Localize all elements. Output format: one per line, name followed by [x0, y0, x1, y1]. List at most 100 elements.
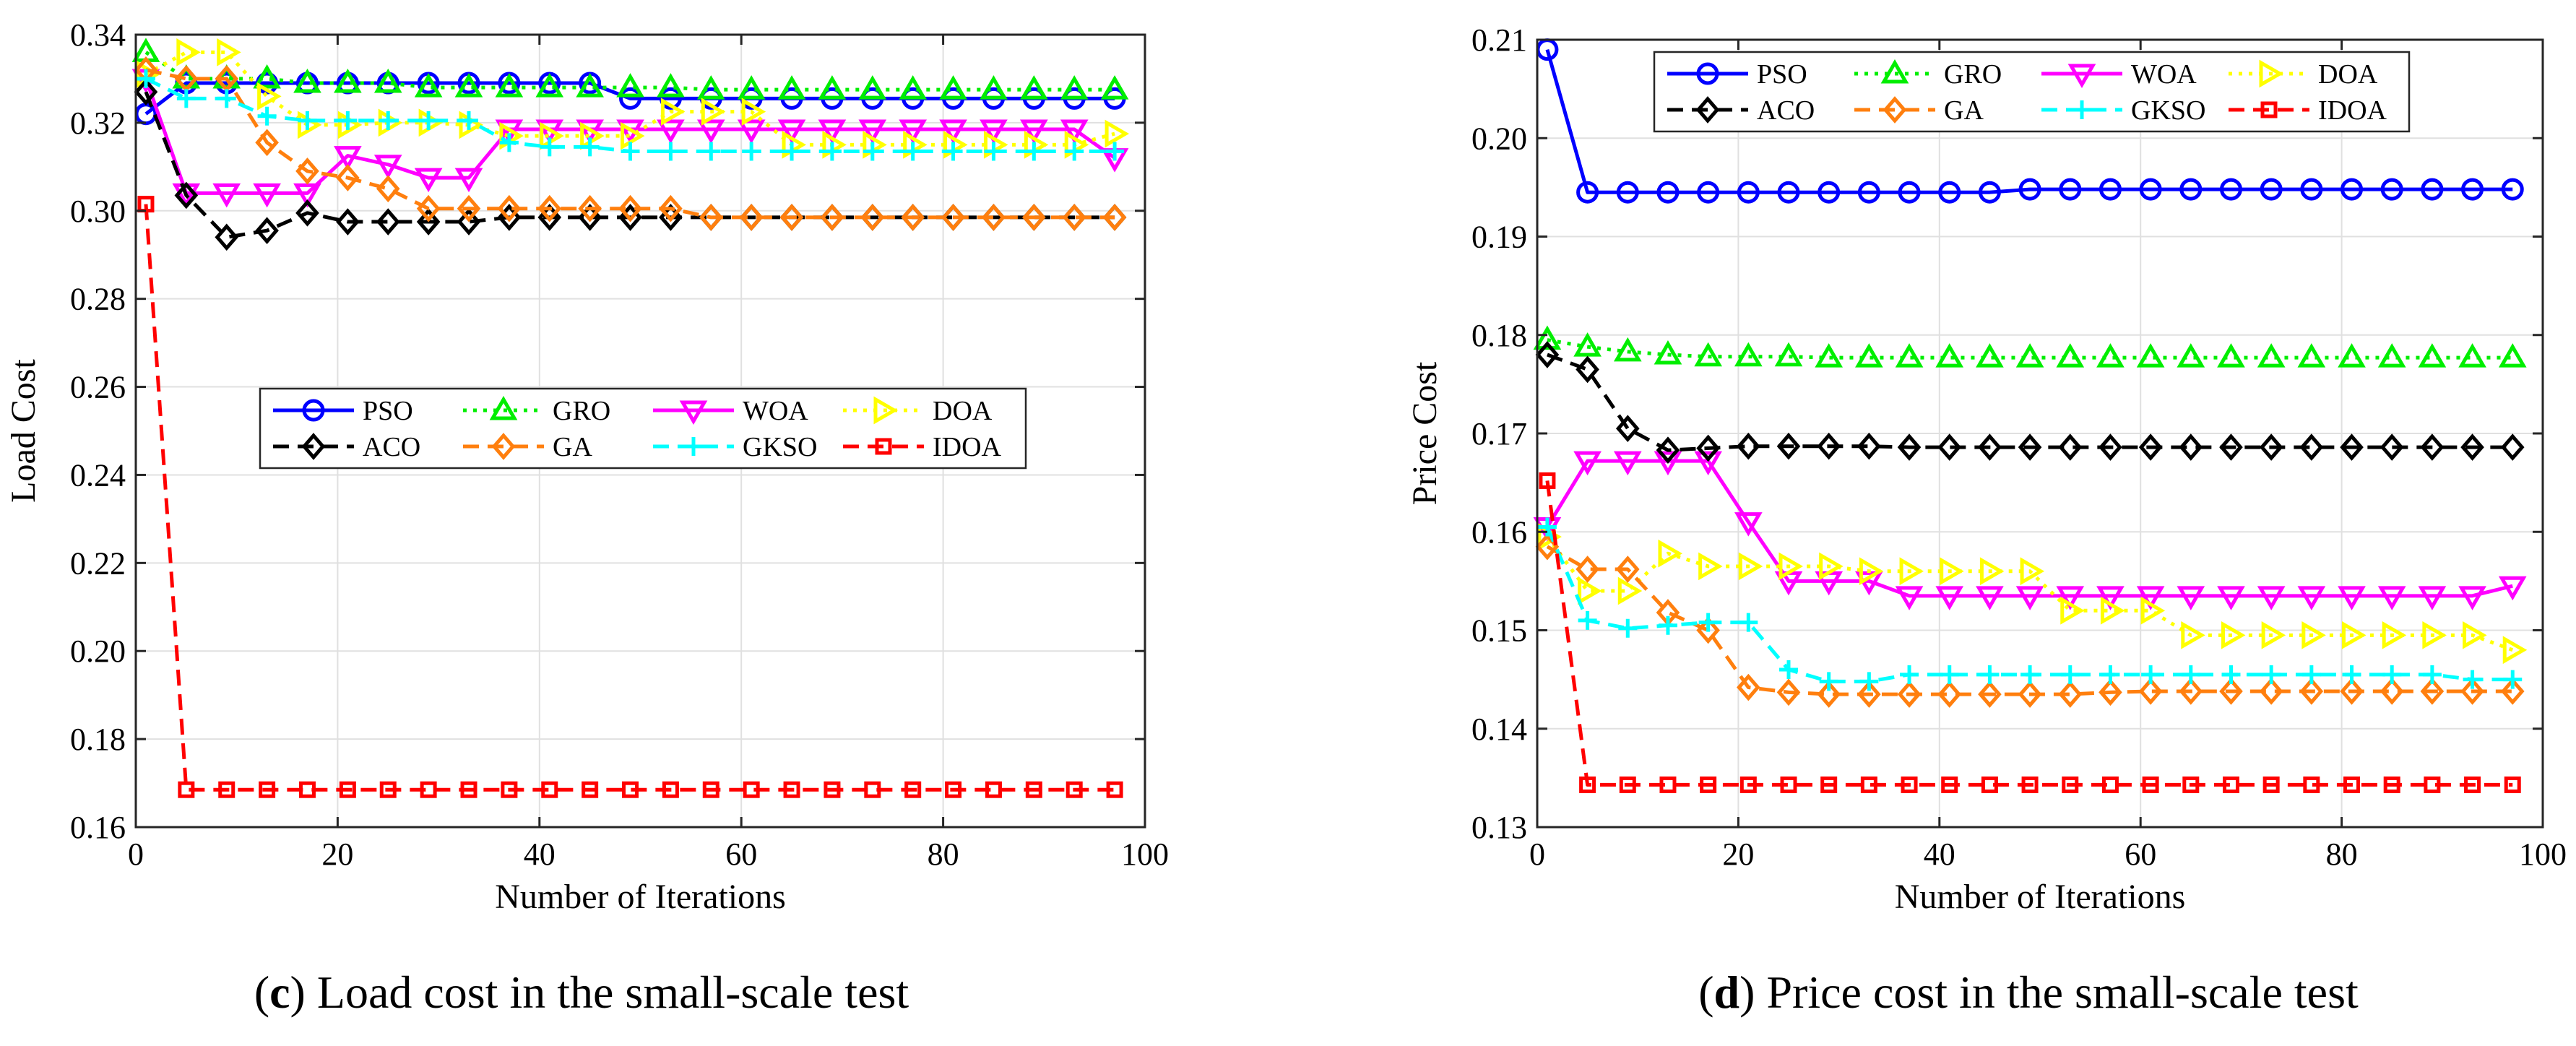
- data-point-idoa: [2262, 776, 2280, 793]
- data-point-idoa: [1981, 776, 1998, 793]
- data-point-ga: [2460, 678, 2484, 705]
- data-point-gro: [858, 75, 887, 100]
- data-point-woa: [2136, 586, 2165, 610]
- legend-entry-gro: GRO: [463, 395, 610, 426]
- data-point-gro: [1613, 337, 1642, 362]
- data-point-aco: [174, 181, 199, 209]
- data-point-gro: [939, 75, 967, 100]
- legend-label: GKSO: [743, 432, 817, 462]
- data-point-pso: [2018, 178, 2041, 201]
- data-point-doa: [2422, 621, 2447, 649]
- y-tick-label: 0.16: [1471, 514, 1527, 550]
- data-point-woa: [1935, 586, 1964, 610]
- y-tick-label: 0.21: [1471, 22, 1527, 58]
- data-point-gro: [1100, 75, 1129, 100]
- data-point-ga: [2500, 678, 2525, 705]
- data-point-doa: [1698, 552, 1723, 581]
- legend-label: PSO: [363, 396, 413, 426]
- data-point-ga: [1696, 616, 1720, 644]
- data-point-gro: [616, 73, 644, 98]
- data-point-gro: [1060, 75, 1089, 100]
- data-point-ga: [416, 194, 441, 222]
- data-point-gkso: [2301, 665, 2321, 684]
- series-group: [1533, 38, 2528, 793]
- data-point-idoa: [259, 781, 276, 798]
- data-point-doa: [1778, 552, 1804, 581]
- data-point-woa: [1734, 512, 1763, 537]
- data-point-gkso: [1698, 613, 1718, 632]
- data-point-doa: [2020, 557, 2045, 586]
- data-point-woa: [2096, 586, 2125, 610]
- data-point-idoa: [662, 781, 679, 798]
- y-tick-label: 0.20: [1471, 121, 1527, 156]
- data-point-woa: [939, 119, 967, 144]
- legend-label: DOA: [2318, 59, 2378, 90]
- data-point-gro: [293, 69, 321, 93]
- data-point-gkso: [1024, 142, 1044, 161]
- data-point-aco: [2259, 433, 2283, 461]
- series-line-idoa: [144, 204, 1115, 792]
- legend-label: WOA: [2131, 59, 2197, 90]
- data-point-gro: [1734, 342, 1763, 367]
- legend-marker: [1880, 59, 1909, 84]
- legend-marker: [1695, 96, 1720, 124]
- data-point-pso: [2260, 178, 2283, 201]
- data-point-idoa: [339, 781, 356, 798]
- data-point-doa: [2140, 596, 2166, 625]
- data-point-aco: [255, 217, 279, 245]
- data-point-gkso: [2422, 665, 2442, 684]
- data-point-gro: [495, 73, 524, 98]
- data-point-idoa: [2383, 776, 2400, 793]
- data-point-ga: [2138, 678, 2163, 705]
- chart-price-cost: 0 20 40 60 80 100 0.13 0.14 0.15 0.16 0.17 0.18 0.19…: [1406, 22, 2567, 916]
- data-point-gro: [253, 64, 281, 89]
- data-point-pso: [1857, 181, 1880, 204]
- data-point-idoa: [1025, 781, 1042, 798]
- data-point-gkso: [176, 89, 196, 108]
- series-gro: [1533, 325, 2527, 368]
- data-point-gro: [2056, 343, 2085, 368]
- data-point-aco: [1696, 434, 1720, 462]
- legend-box: [259, 387, 1027, 470]
- legend-entry-woa: WOA: [653, 396, 808, 426]
- caption-paren-close: ): [290, 967, 306, 1018]
- y-tick-label: 0.20: [70, 634, 126, 669]
- data-point-doa: [1738, 552, 1763, 581]
- data-point-idoa: [783, 781, 800, 798]
- legend-entry-aco: ACO: [273, 432, 420, 462]
- data-point-ga: [779, 204, 804, 231]
- data-point-gro: [2257, 343, 2286, 368]
- legend-box: [1653, 51, 2411, 133]
- data-point-pso: [2341, 178, 2364, 201]
- data-point-doa: [1899, 557, 1924, 586]
- data-point-pso: [1576, 181, 1599, 204]
- caption-text: Price cost in the small-scale test: [1755, 967, 2359, 1018]
- data-point-idoa: [2222, 776, 2239, 793]
- data-point-gro: [334, 69, 362, 93]
- y-tick-label: 0.30: [70, 194, 126, 229]
- data-point-aco: [1978, 433, 2002, 461]
- data-point-gkso: [298, 111, 317, 130]
- series-idoa: [1539, 472, 2521, 793]
- legend-label: IDOA: [2318, 95, 2387, 126]
- data-point-idoa: [1941, 776, 1958, 793]
- series-group: [131, 38, 1130, 798]
- data-point-gro: [414, 73, 443, 98]
- data-point-gro: [2297, 343, 2326, 368]
- data-point-gro: [1533, 325, 1562, 350]
- x-tick-label: 20: [1722, 837, 1754, 872]
- data-point-doa: [1617, 576, 1643, 605]
- data-point-ga: [1737, 673, 1760, 701]
- data-point-pso: [2461, 178, 2484, 201]
- data-point-gkso: [1859, 672, 1879, 691]
- data-point-woa: [212, 183, 241, 208]
- data-point-gkso: [1618, 618, 1638, 638]
- data-point-idoa: [702, 781, 719, 798]
- data-point-pso: [1697, 181, 1720, 204]
- x-axis-label: Number of Iterations: [495, 878, 786, 916]
- data-point-gkso: [1105, 142, 1125, 161]
- data-point-ga: [1022, 204, 1046, 231]
- data-point-doa: [1819, 552, 1844, 581]
- legend-label: ACO: [363, 432, 420, 462]
- data-point-woa: [2297, 586, 2326, 610]
